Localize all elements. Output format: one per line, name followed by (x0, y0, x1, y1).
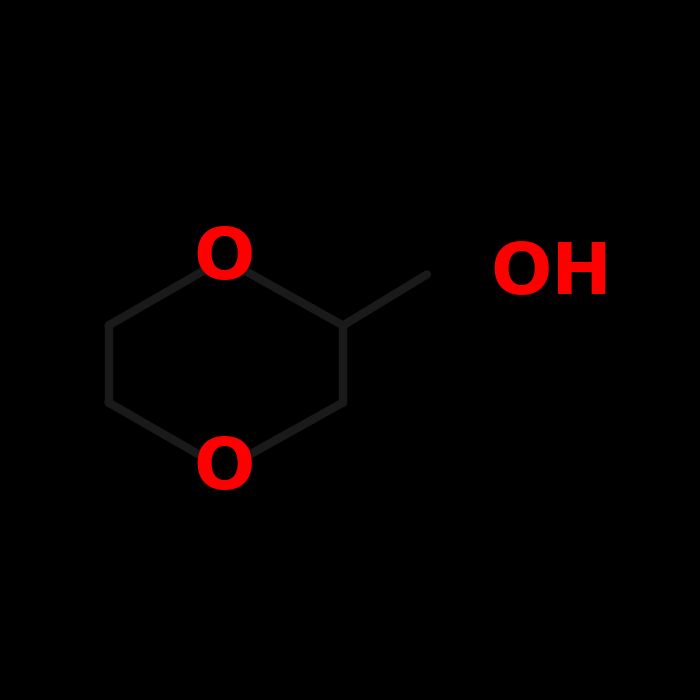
Text: O: O (193, 225, 255, 293)
Text: O: O (193, 435, 255, 503)
Text: OH: OH (490, 240, 612, 309)
